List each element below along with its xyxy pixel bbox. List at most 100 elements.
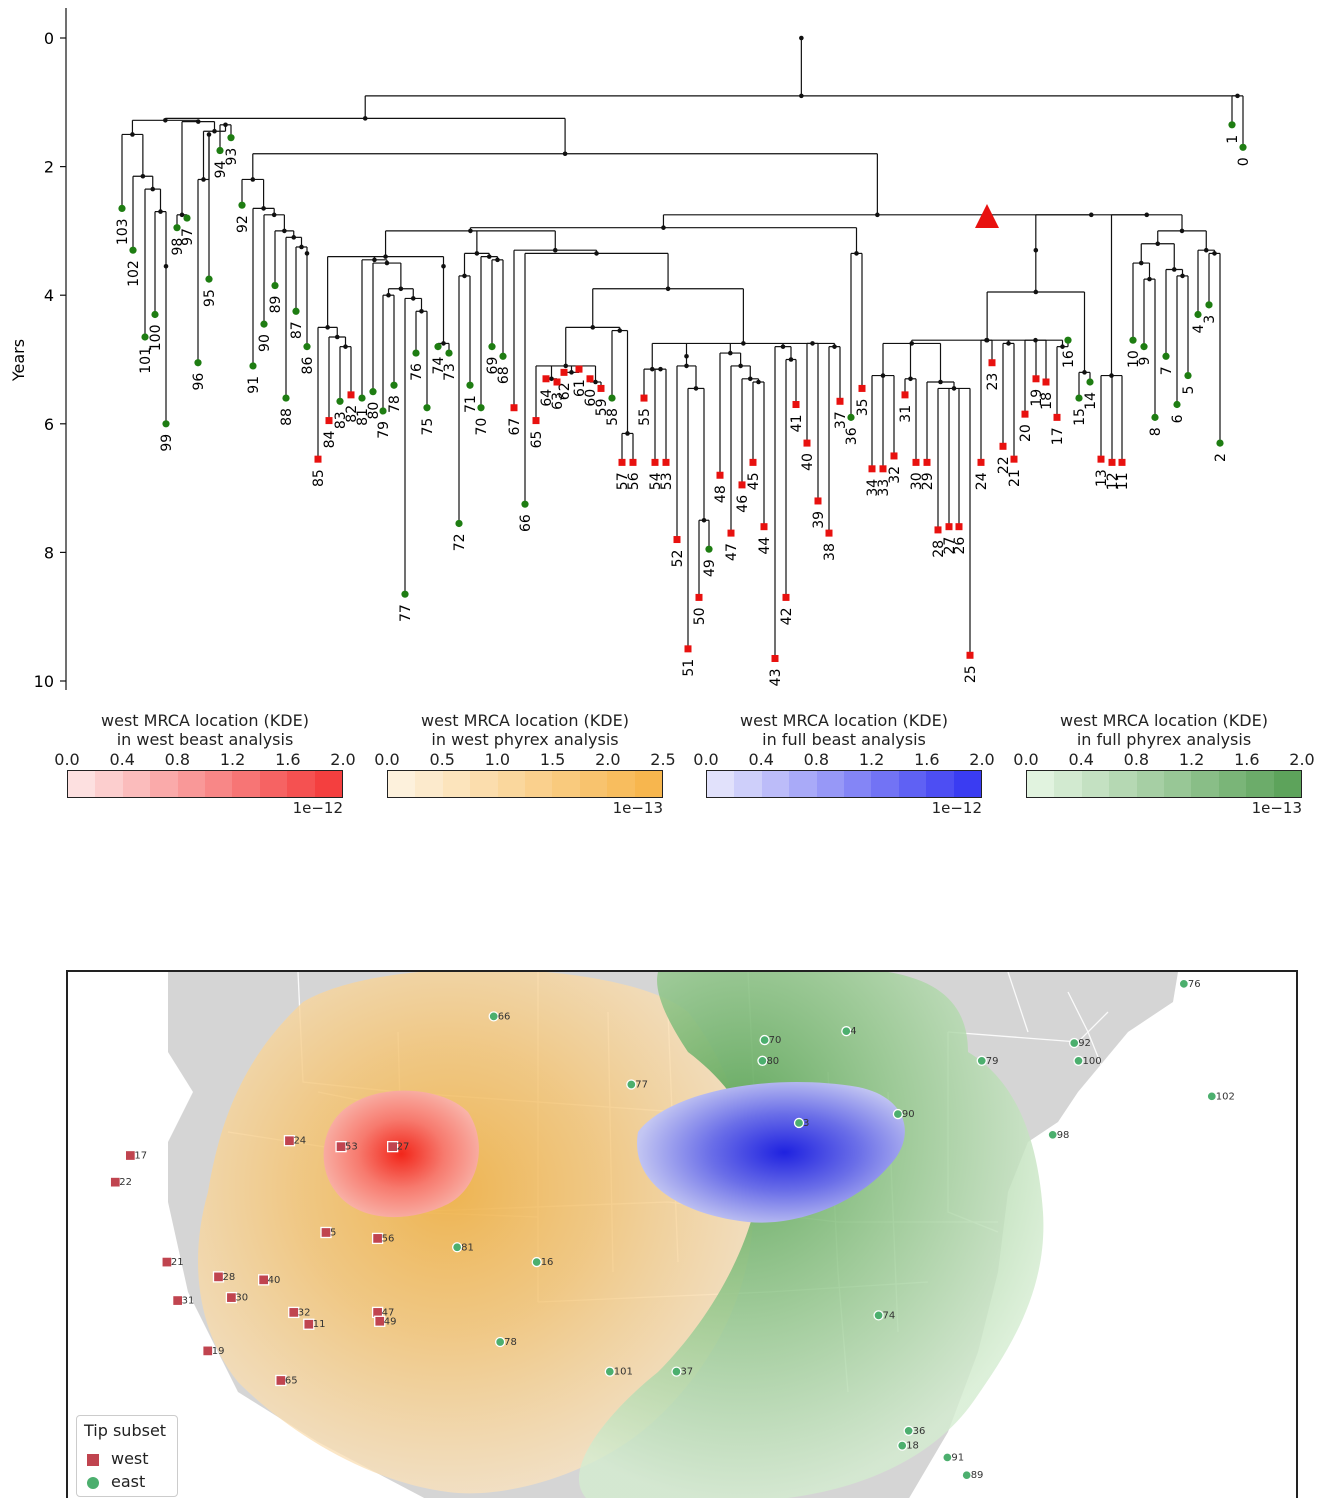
tip-label: 102 — [126, 260, 142, 287]
tip-marker-west — [716, 471, 724, 479]
map-point-label: 4 — [850, 1026, 856, 1037]
tip-label: 91 — [246, 376, 262, 394]
map-point-east — [604, 1366, 615, 1377]
map-point-west — [335, 1140, 347, 1153]
tip-label: 103 — [115, 218, 131, 245]
tip-marker-east — [129, 246, 137, 254]
internal-node — [563, 363, 569, 369]
internal-node — [261, 206, 266, 211]
tip-label: 56 — [626, 472, 642, 490]
map-point-label: 17 — [134, 1151, 147, 1162]
internal-node — [569, 370, 574, 375]
tip-label: 89 — [268, 296, 284, 314]
colorbar: west MRCA location (KDE) in west beast an… — [54, 711, 355, 817]
tip-marker-west — [1042, 378, 1050, 386]
colorbar-step — [497, 771, 526, 797]
tip-label: 2 — [1213, 453, 1229, 462]
map-point-east — [488, 1011, 499, 1022]
internal-node — [1155, 241, 1161, 247]
tip-marker-east — [1184, 371, 1192, 380]
kde-west-beast — [323, 1090, 479, 1218]
tip-marker-east — [141, 333, 149, 341]
tip-marker-west — [1053, 413, 1061, 421]
tip-label: 52 — [670, 550, 686, 568]
colorbar-scale: 1e−12 — [292, 799, 343, 817]
internal-node — [158, 209, 163, 214]
map-point-west — [161, 1256, 173, 1268]
tip-label: 84 — [322, 431, 338, 449]
tip-marker-west — [662, 458, 670, 466]
tip-label: 4 — [1191, 324, 1207, 333]
colorbar-title-line1: west MRCA location (KDE) — [1060, 711, 1268, 730]
internal-node — [788, 357, 794, 362]
tip-marker-east — [477, 404, 485, 412]
colorbar: west MRCA location (KDE) in west phyrex a… — [374, 711, 675, 817]
tip-marker-east — [282, 394, 290, 402]
internal-node — [271, 212, 277, 218]
map-point-east — [897, 1440, 908, 1451]
internal-node — [1082, 370, 1087, 375]
tip-marker-east — [227, 134, 235, 142]
tip-marker-west — [1097, 455, 1105, 463]
colorbar-step — [415, 771, 443, 797]
tip-marker-east — [1140, 343, 1148, 351]
tip-marker-west — [782, 593, 790, 601]
tip-marker-east — [358, 394, 366, 402]
tip-label: 93 — [224, 148, 240, 166]
colorbar-step — [1054, 771, 1082, 797]
colorbar-ticks: 0.0 0.5 1.0 1.5 2.0 2.5 — [374, 750, 675, 770]
tip-label: 27 — [942, 537, 958, 555]
map-point-label: 27 — [397, 1142, 410, 1153]
tip-label: 23 — [985, 373, 1001, 391]
colorbar-tick-label: 1.2 — [219, 750, 246, 769]
colorbar-step — [1164, 771, 1192, 797]
internal-node — [495, 257, 500, 263]
map-point-east — [841, 1026, 852, 1037]
tip-marker-east — [1228, 121, 1236, 129]
tip-label: 57 — [615, 472, 631, 490]
internal-node — [291, 235, 297, 240]
tip-label: 8 — [1148, 427, 1164, 436]
colorbar-tick-label: 0.0 — [54, 750, 80, 769]
internal-node — [625, 431, 630, 436]
internal-node — [372, 257, 377, 263]
colorbar-step — [789, 771, 817, 797]
tip-marker-west — [923, 458, 931, 466]
map-panel: 17 22 24 53 27 5 56 21 28 31 30 32 11 47 49 19 65 40 76 66 4… — [66, 970, 1298, 1498]
colorbar-step — [470, 771, 498, 797]
map-point-label: 78 — [504, 1337, 517, 1348]
tip-marker-west — [629, 458, 637, 466]
colorbar-tick-label: 2.0 — [1289, 750, 1315, 769]
map-point-label: 79 — [986, 1056, 999, 1067]
tip-label: 72 — [452, 533, 468, 551]
internal-node — [854, 251, 859, 256]
colorbar-gradient — [706, 770, 982, 798]
tip-marker-west — [586, 375, 594, 383]
tip-label: 62 — [557, 382, 573, 400]
map-point-west — [386, 1140, 399, 1153]
tip-marker-west — [542, 375, 550, 383]
map-point-label: 56 — [382, 1233, 395, 1244]
map-point-label: 21 — [171, 1257, 184, 1268]
internal-node — [984, 337, 990, 343]
tip-label: 36 — [844, 427, 860, 445]
y-axis-label: Years — [9, 339, 28, 382]
tip-label: 51 — [681, 659, 697, 677]
tip-label: 96 — [191, 373, 207, 391]
tip-marker-west — [553, 378, 561, 386]
tip-marker-west — [684, 645, 692, 653]
tip-label: 97 — [180, 228, 196, 246]
map-point-west — [109, 1176, 121, 1188]
internal-node — [486, 254, 492, 259]
tip-marker-east — [1151, 413, 1159, 421]
colorbar-step — [552, 771, 580, 797]
colorbar-tick-label: 0.8 — [1123, 750, 1150, 769]
map-point-label: 24 — [293, 1136, 306, 1147]
tree-tips: 0123456789101112131415161718192021222324… — [115, 121, 1252, 686]
map-point-label: 80 — [766, 1056, 779, 1067]
tree-internal-nodes — [130, 35, 1240, 523]
map-point-label: 92 — [1078, 1038, 1091, 1049]
internal-node — [832, 344, 837, 349]
tip-marker-west — [727, 529, 735, 537]
tip-marker-west — [966, 651, 974, 659]
